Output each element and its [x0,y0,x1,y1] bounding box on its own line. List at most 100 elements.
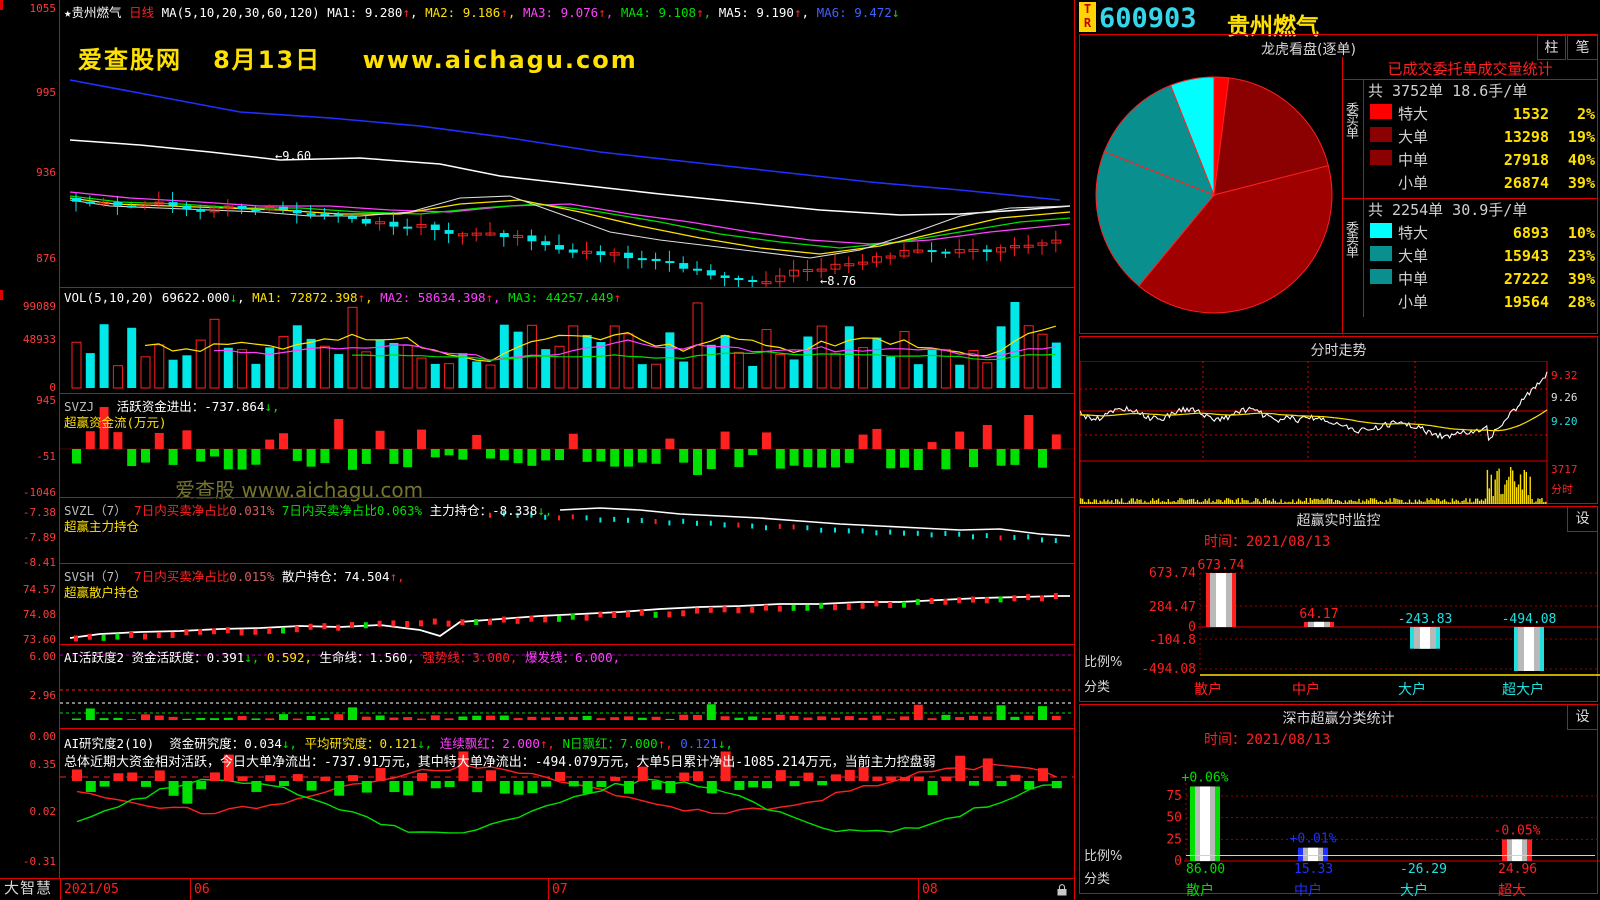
table-row: 特大 6893 10% [1368,221,1597,244]
realtime-monitor-panel: 超赢实时监控 设 时间：2021/08/13 673.74 284.47 0 -104… [1079,506,1600,702]
vol-arrow: ↓ [229,290,238,305]
classify-settings-button[interactable]: 设 [1567,705,1597,730]
table-row: 特大 1532 2% [1368,102,1597,125]
price-period[interactable]: 日线 [129,5,155,20]
svzl-part1: 7日内买卖净占比 [134,503,230,518]
svsh-subtitle: 超赢散户持仓 [64,585,140,600]
svzl-arrow: ↓, [537,503,553,518]
price-chart-pane[interactable]: ←9.60 ←8.76 ★贵州燃气 日线 MA(5,10,20,30,60,12… [60,0,1074,287]
svsh-ytick-1: 74.08 [22,608,56,621]
svg-text:+0.01%: +0.01% [1290,832,1337,847]
buy-summary: 共 3752单 18.6手/单 [1368,82,1528,100]
vol-name: VOL(5,10,20) [64,290,155,305]
svg-text:-104.8: -104.8 [1149,633,1196,648]
svzl-pane[interactable]: SVZL（7） 7日内买卖净占比0.031% 7日内买卖净占比0.063% 主力… [60,497,1074,563]
svzj-pane[interactable]: SVZJ 活跃资金进出：-737.864↓, 超赢资金流(万元) 爱查股 www… [60,393,1074,502]
classify-category-3: 超大 [1498,883,1526,899]
order-pct: 19% [1567,127,1595,146]
svzj-ytick-2: -1046 [22,486,56,499]
intraday-chart [1080,361,1548,504]
order-color-swatch [1368,125,1396,148]
ai-activity-pane[interactable]: AI活跃度2 资金活跃度：0.391↓, 0.592, 生命线：1.560, 强… [60,644,1074,728]
classify-title: 深市超赢分类统计 [1282,711,1395,727]
airesearch-f1-value: 0.034 [244,736,282,751]
svzl-subtitle: 超赢主力持仓 [64,519,140,534]
monitor-settings-button[interactable]: 设 [1567,507,1597,532]
vol-ma1-value: 72872.398 [289,290,358,305]
ai-research-header: AI研究度2(10) 资金研究度：0.034↓, 平均研究度：0.121↓, 连… [64,733,733,752]
ai-research-pane[interactable]: AI研究度2(10) 资金研究度：0.034↓, 平均研究度：0.121↓, 连… [60,728,1074,878]
watermark-url: www.aichagu.com [362,46,638,74]
svg-text:-243.83: -243.83 [1398,612,1453,627]
svg-text:25: 25 [1166,832,1182,847]
ma3-label: MA3: [522,5,554,20]
svzj-ytick-0: 945 [36,394,56,407]
aiactive-code: AI活跃度2 [64,650,125,665]
lock-icon[interactable] [1056,884,1068,896]
order-distribution-pie [1095,76,1333,314]
svsh-pane[interactable]: SVSH（7） 7日内买卖净占比0.015% 散户持仓：74.504↑, 超赢散… [60,563,1074,644]
symbol-code: 600903 [1099,3,1197,34]
ma1-value: 9.280 [364,5,403,20]
aiactive-ytick-1: 2.96 [29,689,57,702]
svsh-ytick-0: 74.57 [22,583,56,596]
order-qty: 1532 [1512,104,1549,123]
ma2-label: MA2: [425,5,456,20]
svzl-part2: 7日内买卖净占比 [281,503,377,518]
watermark-date: 8月13日 [213,46,322,74]
classify-bar-chart: 75 50 25 0 +0.06% +0.01% -0.05% [1166,770,1600,869]
ma5-label: MA5: [718,5,749,20]
airesearch-code: AI研究度2(10) [64,736,155,751]
ma4-label: MA4: [620,5,651,20]
airesearch-f4-arrow: ↑, [657,736,673,751]
svzl-part3: 主力持仓： [429,503,493,518]
table-row: 小单 19564 28% [1368,290,1597,313]
svsh-part2: 散户持仓： [281,569,345,584]
svsh-line [69,593,1070,642]
svzl-val2: 0.063% [376,503,423,518]
price-ma-formula: MA(5,10,20,30,60,120) [161,5,320,20]
airesearch-f4-value: 7.000 [620,736,658,751]
monitor-bar-chart: 673.74 284.47 0-104.8 -494.08 673.74 64.17 -2… [1141,558,1600,677]
airesearch-f2-label: 平均研究度： [304,736,380,751]
longhu-title: 龙虎看盘(逐单) [1261,42,1356,58]
price-title: ★贵州燃气 [64,5,122,20]
order-color-swatch [1368,267,1396,290]
ma3-arrow: ↑ [598,5,606,20]
order-class-label: 特大 [1398,224,1429,242]
volume-header: VOL(5,10,20) 69622.000↓, MA1: 72872.398↑… [64,290,622,305]
volume-chart-pane[interactable]: VOL(5,10,20) 69622.000↓, MA1: 72872.398↑… [60,287,1074,393]
price-ytick-1: 995 [36,86,56,99]
longhu-column-button[interactable]: 柱 [1537,35,1566,60]
svg-text:-0.05%: -0.05% [1494,823,1541,838]
svg-text:64.17: 64.17 [1299,607,1338,622]
intraday-panel: 分时走势 9.32 9.26 9.20 3717 分时 [1079,336,1598,504]
vol-ma2-label: MA2: [380,290,411,305]
aiactive-f5-label: 爆发线： [524,650,575,665]
price-candlesticks: ←9.60 ←8.76 [69,79,1071,287]
monitor-category-1: 中户 [1292,682,1320,698]
ma2-value: 9.186 [462,5,501,20]
classify-axis-caption-class: 分类 [1084,872,1111,887]
ma2-arrow: ↑ [500,5,508,20]
classify-category-1: 中户 [1294,883,1322,899]
order-pct: 2% [1576,104,1595,123]
aiactive-f2-value: 0.592, [266,650,313,665]
intraday-ylabel-0: 9.32 [1551,369,1578,382]
order-pct: 39% [1567,173,1595,192]
svzl-code: SVZL（7） [64,503,127,518]
longhu-tick-button[interactable]: 笔 [1567,35,1597,60]
order-color-swatch [1368,102,1396,125]
monitor-category-3: 超大户 [1502,682,1544,698]
svzl-val3: -8.338 [492,503,538,518]
order-color-swatch [1368,290,1396,313]
watermark-secondary: 爱查股 www.aichagu.com [175,478,424,502]
order-class-label: 中单 [1398,151,1429,169]
intraday-title: 分时走势 [1310,343,1367,359]
order-qty: 15943 [1503,246,1549,265]
classify-category-0: 散户 [1186,883,1214,899]
airesearch-f1-label: 资金研究度： [169,736,245,751]
vol-ma2-value: 58634.398 [417,290,486,305]
svg-text:-494.08: -494.08 [1502,612,1557,627]
aiactive-f5-value: 6.000, [574,650,621,665]
